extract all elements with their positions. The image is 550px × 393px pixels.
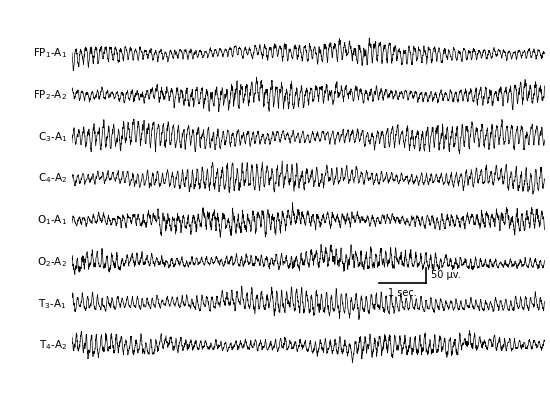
Text: FP$_1$-A$_1$: FP$_1$-A$_1$: [32, 46, 67, 60]
Text: Source: Semin Neurol © 2003 Thieme Medical Publishers: Source: Semin Neurol © 2003 Thieme Medic…: [145, 377, 405, 386]
Text: T$_4$-A$_2$: T$_4$-A$_2$: [39, 338, 67, 352]
Text: Medscape®: Medscape®: [7, 7, 95, 21]
Text: C$_4$-A$_2$: C$_4$-A$_2$: [38, 171, 67, 185]
Text: T$_3$-A$_1$: T$_3$-A$_1$: [39, 297, 67, 310]
Text: 50 μv.: 50 μv.: [431, 270, 461, 281]
Text: C$_3$-A$_1$: C$_3$-A$_1$: [37, 130, 67, 143]
Text: O$_1$-A$_1$: O$_1$-A$_1$: [37, 213, 67, 227]
Text: O$_2$-A$_2$: O$_2$-A$_2$: [37, 255, 67, 269]
Text: FP$_2$-A$_2$: FP$_2$-A$_2$: [33, 88, 67, 102]
Text: www.medscape.com: www.medscape.com: [211, 7, 339, 21]
Text: 1 sec.: 1 sec.: [388, 288, 417, 298]
